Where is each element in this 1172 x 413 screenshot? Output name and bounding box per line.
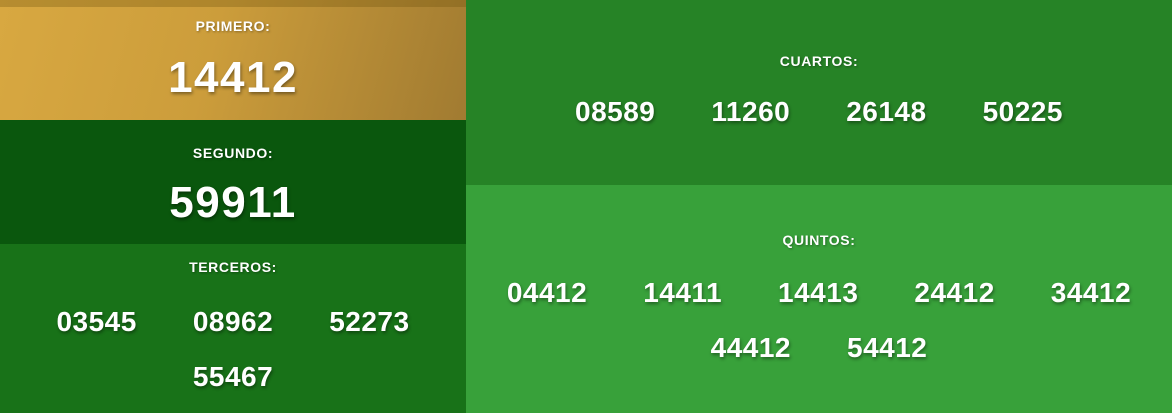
segundo-number: 59911 (169, 178, 297, 227)
terceros-label: TERCEROS: (189, 259, 277, 275)
cuartos-label: CUARTOS: (779, 53, 859, 69)
terceros-section: TERCEROS: 03545 08962 52273 55467 (0, 244, 466, 413)
winning-number: 03545 (56, 306, 137, 337)
winning-number: 04412 (506, 277, 588, 308)
winning-number: 14411 (643, 277, 723, 308)
primero-label: PRIMERO: (195, 18, 271, 34)
winning-number: 34412 (1050, 277, 1132, 308)
winning-number: 14413 (778, 277, 859, 308)
terceros-numbers: 03545 08962 52273 55467 (0, 302, 466, 397)
primero-number: 14412 (168, 53, 298, 102)
winning-number: 08589 (575, 96, 656, 127)
winning-number: 11260 (711, 96, 791, 127)
right-column: CUARTOS: 08589 11260 26148 50225 QUINTOS… (466, 0, 1172, 413)
winning-number: 55467 (192, 361, 274, 392)
primero-section: PRIMERO: 14412 (0, 0, 466, 120)
segundo-label: SEGUNDO: (192, 145, 274, 161)
winning-number: 52273 (329, 306, 410, 337)
quintos-numbers: 04412 14411 14413 24412 34412 44412 5441… (466, 273, 1172, 368)
winning-number: 26148 (846, 96, 927, 127)
quintos-label: QUINTOS: (782, 232, 856, 248)
winning-number: 44412 (710, 332, 791, 363)
segundo-section: SEGUNDO: 59911 (0, 120, 466, 244)
cuartos-section: CUARTOS: 08589 11260 26148 50225 (466, 0, 1172, 185)
winning-number: 50225 (982, 96, 1063, 127)
winning-number: 24412 (914, 277, 995, 308)
cuartos-numbers: 08589 11260 26148 50225 (466, 92, 1172, 132)
quintos-section: QUINTOS: 04412 14411 14413 24412 34412 4… (466, 185, 1172, 413)
winning-number: 08962 (192, 306, 274, 337)
left-column: PRIMERO: 14412 SEGUNDO: 59911 TERCEROS: … (0, 0, 466, 413)
winning-number: 54412 (847, 332, 928, 363)
